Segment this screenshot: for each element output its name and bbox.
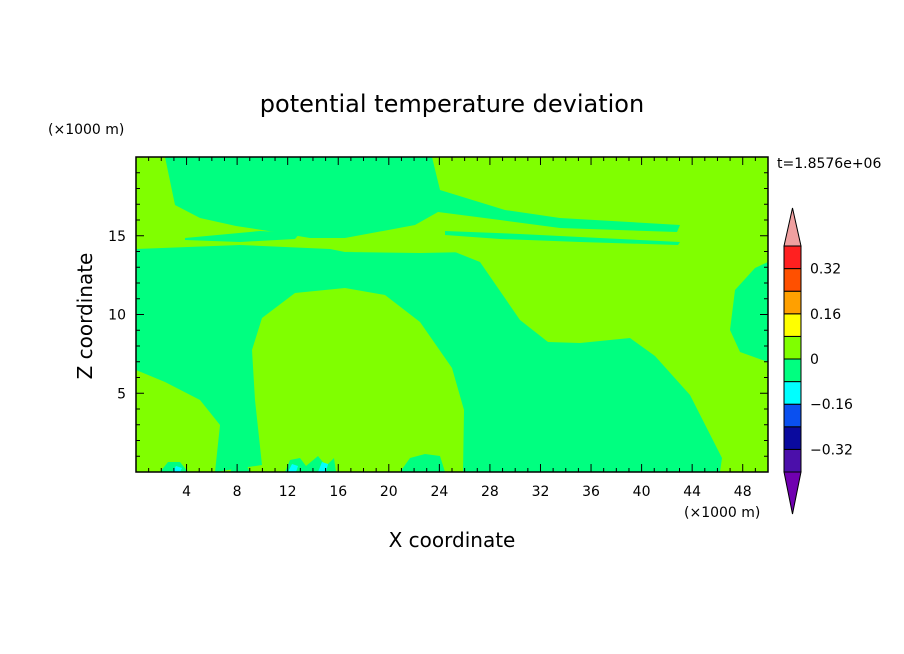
colorbar-tick-label: −0.16 <box>810 397 853 413</box>
contour-field <box>136 157 768 472</box>
x-tick-label: 16 <box>329 484 347 500</box>
contour-region-negative <box>445 231 680 245</box>
contour-region-negative <box>165 157 680 238</box>
x-tick-label: 8 <box>233 484 242 500</box>
colorbar-tick-label: 0 <box>810 352 819 368</box>
x-axis-label: X coordinate <box>389 528 516 552</box>
colorbar-under-triangle <box>783 471 802 515</box>
time-label: t=1.8576e+06 <box>777 156 881 172</box>
contour-region-negative <box>160 452 574 472</box>
colorbar-swatch <box>783 335 802 360</box>
colorbar-swatch <box>783 426 802 450</box>
x-tick-label: 48 <box>734 484 752 500</box>
colorbar-swatch <box>783 403 802 428</box>
colorbar-swatch <box>783 290 802 315</box>
x-tick-label: 24 <box>430 484 448 500</box>
x-tick-label: 40 <box>633 484 651 500</box>
colorbar-over-triangle <box>783 207 802 247</box>
colorbar-swatch <box>783 268 802 292</box>
z-tick-label: 10 <box>108 308 126 324</box>
colorbar-tick-label: −0.32 <box>810 442 853 458</box>
z-unit-label: (×1000 m) <box>48 122 124 138</box>
colorbar-swatch <box>783 313 802 337</box>
colorbar-swatch <box>783 358 802 383</box>
y-axis-label: Z coordinate <box>73 253 97 380</box>
colorbar-swatch <box>783 245 802 270</box>
x-tick-label: 44 <box>683 484 701 500</box>
x-tick-label: 20 <box>380 484 398 500</box>
colorbar: 0.32 0.16 0 −0.16 −0.32 <box>783 207 853 515</box>
colorbar-tick-label: 0.16 <box>810 307 841 323</box>
colorbar-swatch <box>783 448 802 473</box>
z-tick-label: 15 <box>108 229 126 245</box>
x-tick-label: 28 <box>481 484 499 500</box>
colorbar-swatch <box>783 381 802 405</box>
x-axis: 4 8 12 16 20 24 28 32 36 40 44 48 <box>148 157 756 500</box>
contour-region-negative <box>136 245 345 252</box>
x-tick-label: 36 <box>582 484 600 500</box>
y-axis: 5 10 15 <box>108 172 768 457</box>
contour-region-positive <box>345 246 768 255</box>
contour-region-negative <box>730 262 768 362</box>
colorbar-tick-label: 0.32 <box>810 262 841 278</box>
contour-region-cyan <box>172 462 328 472</box>
contour-region-negative <box>136 248 722 472</box>
x-unit-label: (×1000 m) <box>684 505 760 521</box>
chart-title: potential temperature deviation <box>260 90 644 118</box>
z-tick-label: 5 <box>117 386 126 402</box>
contour-region-negative <box>185 231 300 242</box>
x-tick-label: 12 <box>279 484 297 500</box>
x-tick-label: 4 <box>182 484 191 500</box>
x-tick-label: 32 <box>532 484 550 500</box>
